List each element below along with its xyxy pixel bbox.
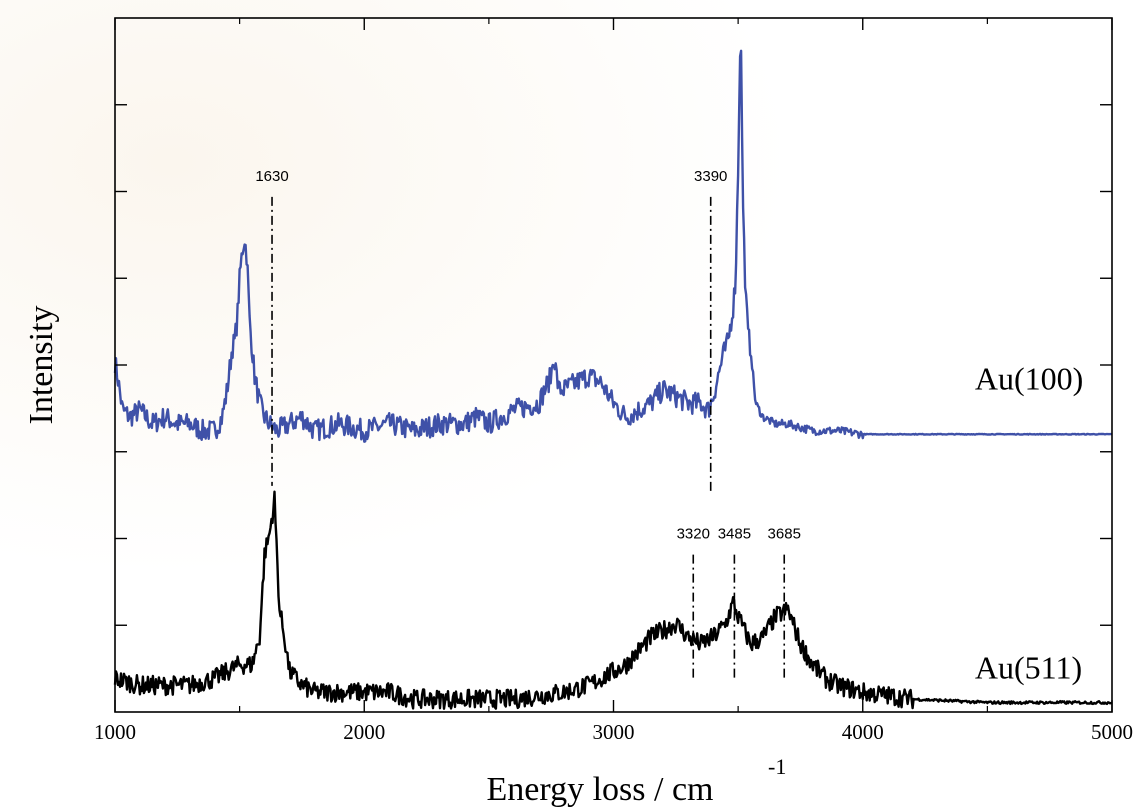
series-label: Au(511) (975, 649, 1082, 685)
series-label: Au(100) (975, 361, 1083, 397)
x-axis-label: Energy loss / cm (487, 771, 714, 808)
x-tick-label: 4000 (842, 720, 884, 744)
x-tick-label: 3000 (593, 720, 635, 744)
plot-frame (114, 17, 1113, 713)
series-line-au-100- (113, 49, 1113, 443)
series-line-au-511- (113, 490, 1113, 710)
plot-area (113, 49, 1113, 710)
annotation-label: 3320 (677, 526, 710, 543)
annotations: 1630 3390 3320 3485 3685 (255, 168, 801, 679)
annotation-label: 3685 (768, 526, 801, 543)
annotation-label: 3485 (718, 526, 751, 543)
annotation-label: 3390 (694, 168, 727, 185)
x-tick-label: 5000 (1091, 720, 1133, 744)
series-labels: Au(100) Au(511) (975, 361, 1083, 686)
y-axis-label: Intensity (23, 306, 60, 425)
axes: 1000 2000 3000 4000 5000 (94, 17, 1133, 744)
annotation-label: 1630 (255, 168, 288, 185)
x-axis-label-superscript: -1 (768, 754, 786, 779)
x-tick-label: 1000 (94, 720, 136, 744)
x-tick-label: 2000 (343, 720, 385, 744)
